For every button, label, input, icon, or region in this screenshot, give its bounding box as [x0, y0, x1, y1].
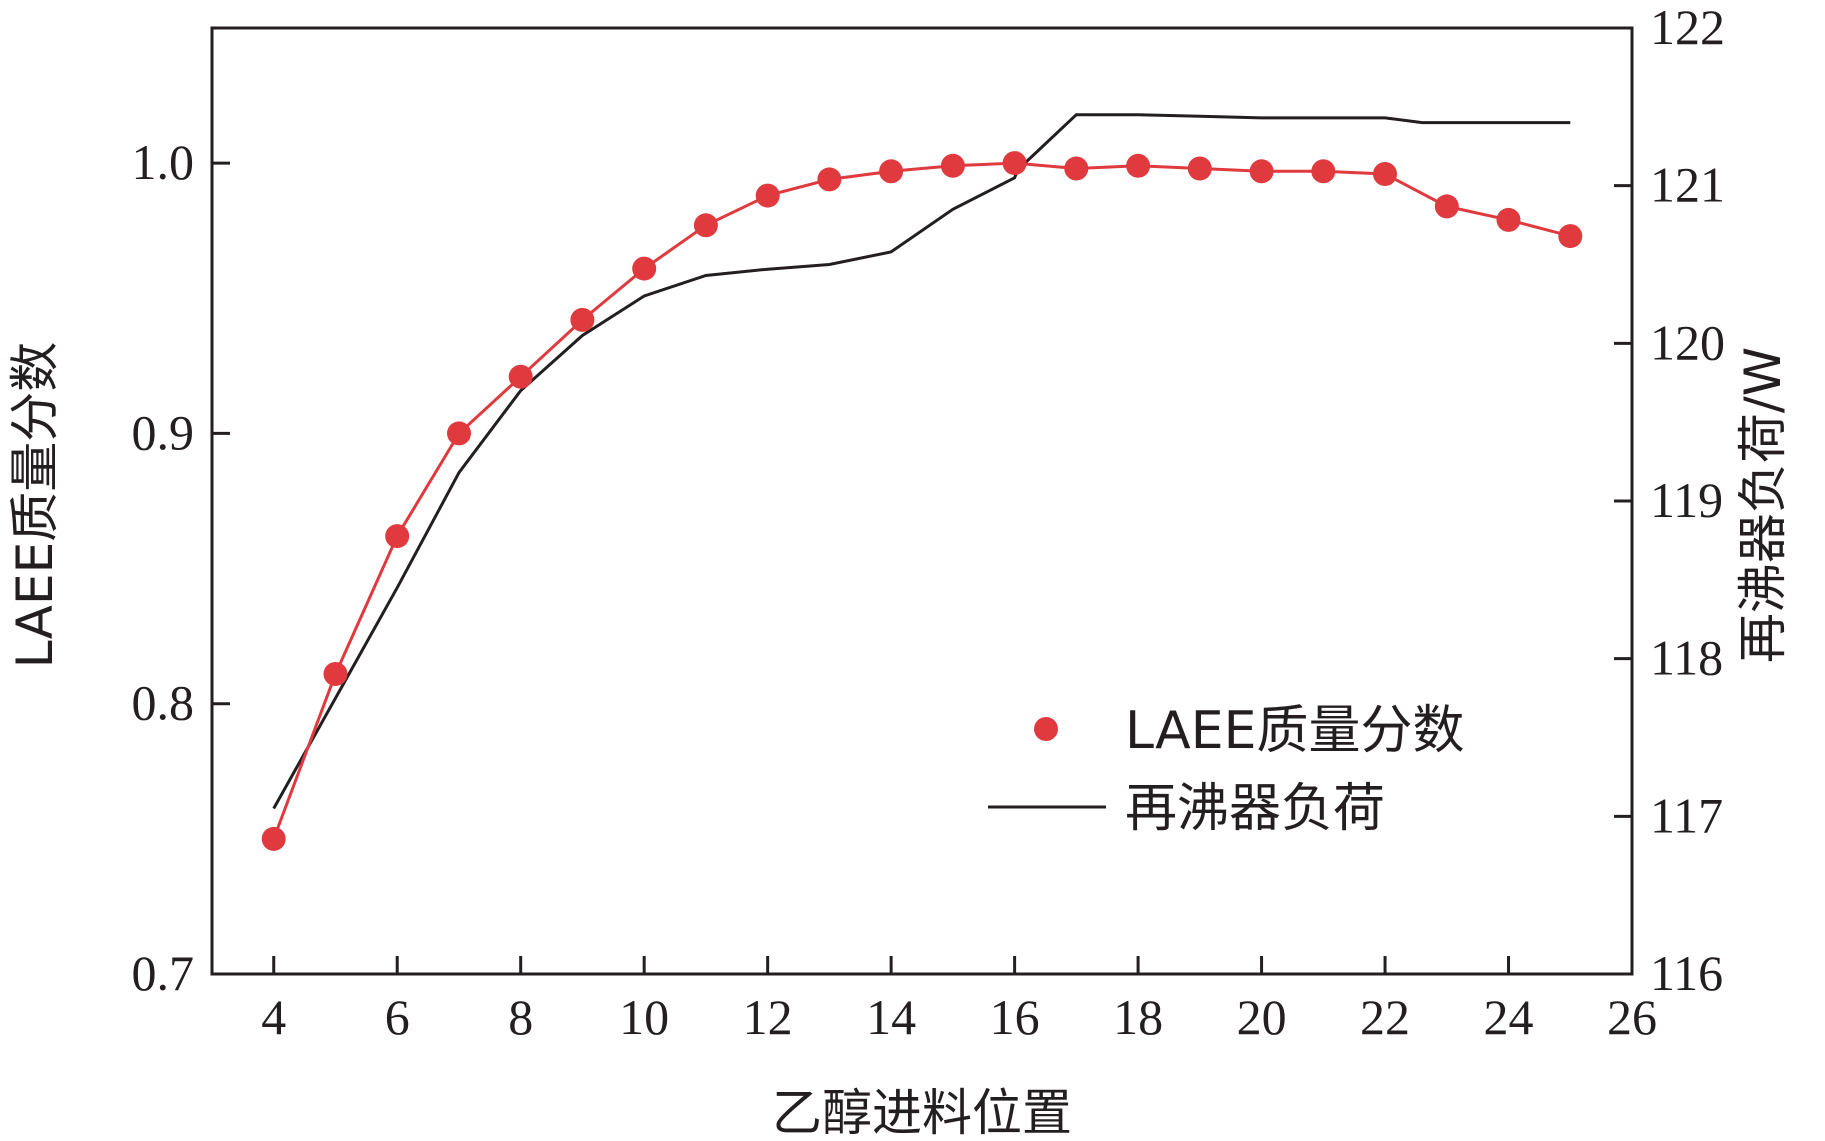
x-tick-label: 18	[1113, 989, 1163, 1045]
x-tick-label: 12	[743, 989, 793, 1045]
data-point-laee	[1496, 207, 1521, 232]
x-tick-label: 14	[866, 989, 916, 1045]
x-axis-ticks: 4 6 8 10 12 14 16 18 20 22 24 26	[261, 956, 1657, 1045]
data-point-laee	[508, 364, 533, 389]
data-point-laee	[1311, 159, 1336, 184]
x-tick-label: 26	[1607, 989, 1657, 1045]
x-tick-label: 6	[385, 989, 410, 1045]
data-point-laee	[570, 307, 595, 332]
data-point-laee	[1126, 153, 1151, 178]
legend-label-reboiler: 再沸器负荷	[1125, 779, 1385, 839]
right-y-tick-label: 122	[1650, 0, 1725, 55]
data-point-laee	[1187, 156, 1212, 181]
right-y-tick-label: 120	[1650, 314, 1725, 370]
legend-marker-laee	[1034, 717, 1058, 741]
left-y-tick-label: 0.7	[132, 945, 195, 1001]
data-point-laee	[261, 826, 286, 851]
x-tick-label: 22	[1360, 989, 1410, 1045]
x-axis-title: 乙醇进料位置	[772, 1084, 1072, 1141]
left-y-axis-ticks: 0.7 0.8 0.9 1.0	[132, 134, 230, 1001]
right-y-tick-label: 116	[1650, 945, 1723, 1001]
data-point-laee	[755, 183, 780, 208]
right-y-axis-ticks: 116 117 118 119 120 121 122	[1614, 0, 1725, 1001]
right-y-axis-title: 再沸器负荷/W	[1734, 347, 1792, 663]
data-point-laee	[323, 662, 348, 686]
data-point-laee	[632, 256, 657, 281]
data-point-laee	[1373, 162, 1397, 186]
data-point-laee	[693, 213, 718, 238]
right-y-tick-label: 121	[1650, 157, 1725, 213]
legend-label-laee: LAEE质量分数	[1125, 701, 1464, 761]
left-y-tick-label: 1.0	[132, 134, 195, 190]
data-point-laee	[1434, 194, 1459, 219]
series-line-reboiler	[272, 113, 1571, 810]
data-point-laee	[879, 159, 904, 184]
left-y-tick-label: 0.9	[132, 404, 195, 460]
right-y-tick-label: 117	[1650, 787, 1723, 843]
data-point-laee	[817, 167, 842, 192]
right-y-tick-label: 118	[1650, 630, 1723, 686]
x-tick-label: 8	[508, 989, 533, 1045]
right-y-tick-label: 119	[1650, 472, 1723, 528]
series-layer	[261, 113, 1583, 851]
x-tick-label: 10	[619, 989, 669, 1045]
left-y-axis-title: LAEE质量分数	[6, 342, 64, 668]
data-point-laee	[1064, 156, 1089, 181]
data-point-laee	[447, 421, 471, 446]
x-tick-label: 20	[1237, 989, 1287, 1045]
series-line-laee	[272, 161, 1571, 840]
data-point-laee	[1002, 151, 1027, 176]
data-point-laee	[940, 153, 965, 178]
data-point-laee	[385, 524, 410, 549]
legend: LAEE质量分数 再沸器负荷	[988, 701, 1464, 839]
data-point-laee	[1558, 224, 1583, 249]
x-tick-label: 16	[990, 989, 1040, 1045]
x-tick-label: 4	[261, 989, 286, 1045]
data-point-laee	[1249, 159, 1274, 184]
x-tick-label: 24	[1484, 989, 1534, 1045]
left-y-tick-label: 0.8	[132, 675, 195, 731]
